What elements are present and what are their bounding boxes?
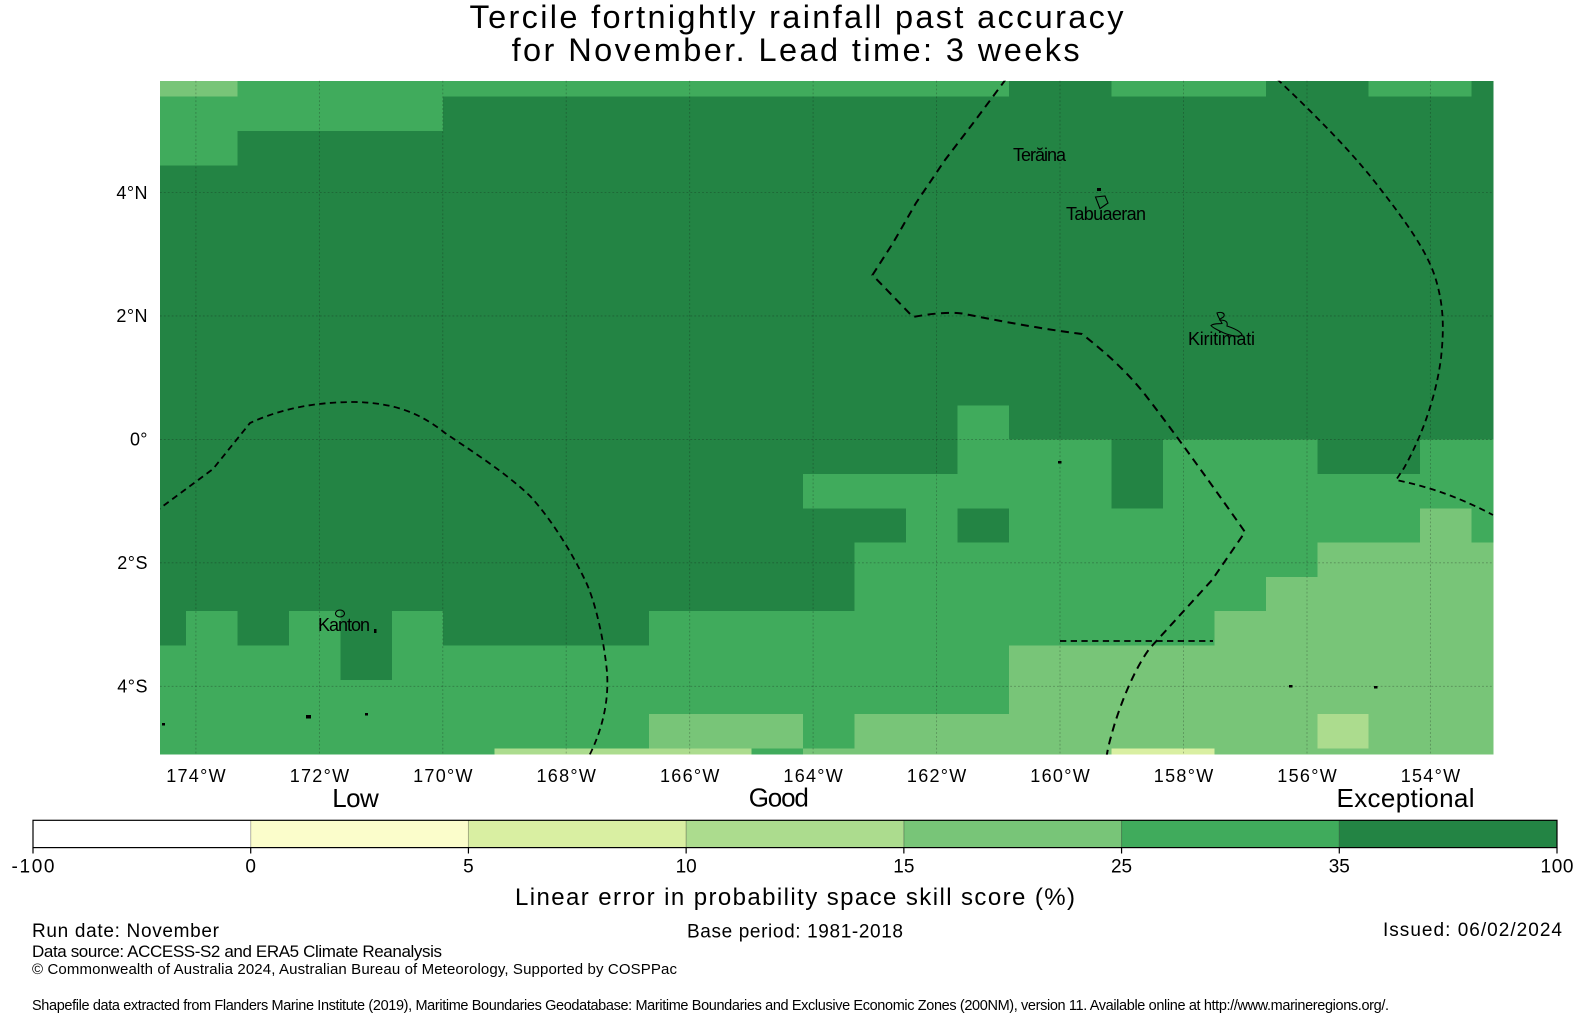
svg-text:5: 5	[463, 857, 474, 878]
svg-text:Base period: 1981-2018: Base period: 1981-2018	[687, 922, 903, 943]
svg-text:0: 0	[245, 857, 256, 878]
svg-text:Run date: November: Run date: November	[32, 921, 220, 942]
svg-text:Tabuaeran: Tabuaeran	[1066, 204, 1146, 224]
svg-text:4°N: 4°N	[116, 183, 147, 203]
svg-text:0°: 0°	[130, 430, 148, 450]
svg-text:for November. Lead time: 3 wee: for November. Lead time: 3 weeks	[512, 32, 1080, 68]
svg-text:Terăina: Terăina	[1013, 145, 1067, 165]
svg-text:Low: Low	[332, 783, 379, 813]
svg-text:100: 100	[1541, 857, 1574, 878]
svg-text:Data source: ACCESS-S2 and ERA: Data source: ACCESS-S2 and ERA5 Climate …	[32, 942, 442, 961]
svg-text:-100: -100	[12, 857, 55, 878]
svg-text:4°S: 4°S	[117, 677, 147, 697]
svg-text:158°W: 158°W	[1154, 766, 1213, 786]
svg-text:2°N: 2°N	[116, 306, 147, 326]
svg-text:164°W: 164°W	[783, 766, 842, 786]
svg-text:160°W: 160°W	[1030, 766, 1089, 786]
svg-text:10: 10	[676, 857, 697, 878]
svg-text:35: 35	[1329, 857, 1350, 878]
svg-text:174°W: 174°W	[166, 766, 225, 786]
svg-text:Kanton: Kanton	[318, 615, 370, 635]
svg-text:Tercile fortnightly rainfall p: Tercile fortnightly rainfall past accura…	[470, 0, 1125, 35]
svg-text:25: 25	[1111, 857, 1132, 878]
svg-text:2°S: 2°S	[117, 553, 147, 573]
svg-text:Issued: 06/02/2024: Issued: 06/02/2024	[1383, 920, 1562, 941]
svg-text:162°W: 162°W	[907, 766, 966, 786]
svg-text:170°W: 170°W	[413, 766, 472, 786]
svg-text:172°W: 172°W	[290, 766, 349, 786]
svg-text:166°W: 166°W	[660, 766, 719, 786]
svg-text:Shapefile data extracted from: Shapefile data extracted from Flanders M…	[32, 998, 1389, 1014]
svg-text:Exceptional: Exceptional	[1337, 783, 1475, 813]
svg-text:© Commonwealth of Australia 20: © Commonwealth of Australia 2024, Austra…	[32, 961, 678, 978]
svg-text:168°W: 168°W	[537, 766, 596, 786]
svg-text:Good: Good	[749, 783, 809, 813]
svg-text:156°W: 156°W	[1277, 766, 1336, 786]
svg-text:Linear error in probability sp: Linear error in probability space skill …	[515, 884, 1075, 911]
svg-text:15: 15	[893, 857, 914, 878]
svg-text:154°W: 154°W	[1401, 766, 1460, 786]
svg-text:Kiritimati: Kiritimati	[1188, 329, 1255, 349]
